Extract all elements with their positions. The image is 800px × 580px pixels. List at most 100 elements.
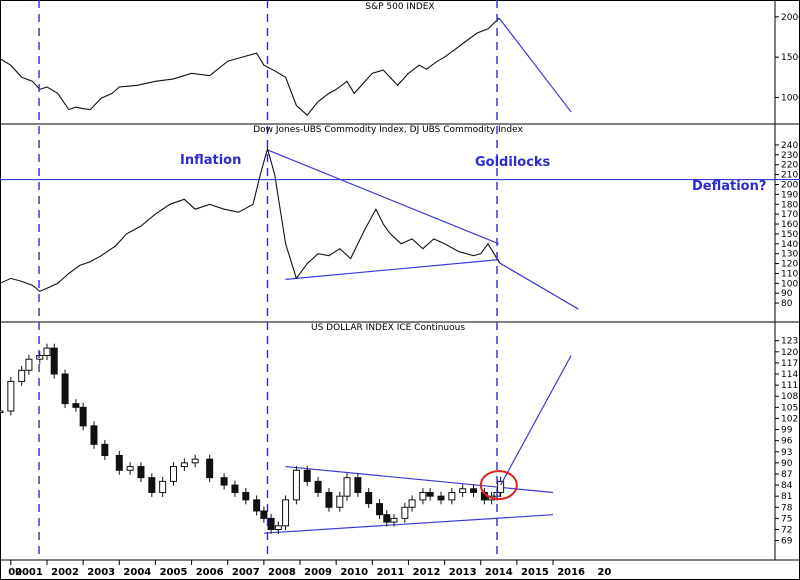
candle xyxy=(242,491,250,501)
y-tick-label: 180 xyxy=(781,200,798,210)
candle xyxy=(376,503,384,516)
y-tick-label: 96 xyxy=(781,437,793,447)
trendlines xyxy=(0,149,800,534)
candle xyxy=(282,499,290,527)
candle xyxy=(206,458,214,479)
series xyxy=(0,17,579,534)
candle xyxy=(267,517,275,530)
candle xyxy=(61,373,69,405)
candle xyxy=(25,358,33,371)
candle xyxy=(0,410,4,414)
candle xyxy=(43,347,51,357)
candle xyxy=(126,466,134,471)
candle xyxy=(470,488,478,493)
dollar-title: US DOLLAR INDEX ICE Continuous xyxy=(311,323,465,333)
candle xyxy=(72,403,80,408)
candle xyxy=(50,347,58,375)
sp500-title: S&P 500 INDEX xyxy=(365,2,434,12)
y-tick-label: 210 xyxy=(781,171,798,181)
sp500-line xyxy=(0,17,501,116)
y-tick-label: 69 xyxy=(781,537,793,547)
x-tick-label: 2009 xyxy=(304,567,332,578)
candle xyxy=(303,469,311,482)
y-tick-label: 78 xyxy=(781,503,793,513)
annotation-inflation: Inflation xyxy=(180,153,241,168)
candle xyxy=(390,517,398,523)
candle xyxy=(220,477,228,486)
candle xyxy=(148,477,156,493)
annotation-deflation: Deflation? xyxy=(692,179,766,194)
candle xyxy=(253,499,261,512)
y-tick-label: 130 xyxy=(781,250,798,260)
candle xyxy=(137,466,145,479)
candle xyxy=(170,466,178,482)
candle xyxy=(383,514,391,523)
y-tick-label: 100 xyxy=(781,279,798,289)
projection-line xyxy=(500,355,572,486)
candle xyxy=(101,443,109,456)
trendline xyxy=(263,514,554,534)
candle xyxy=(448,491,456,501)
candle xyxy=(419,491,427,501)
candle xyxy=(343,477,351,497)
vertical-markers xyxy=(38,0,498,560)
candle xyxy=(180,462,188,468)
y-tick-label: 90 xyxy=(781,289,793,299)
candle xyxy=(401,506,409,519)
candle xyxy=(7,380,15,412)
x-tick-label: 2004 xyxy=(123,567,151,578)
x-tick-label: 2003 xyxy=(87,567,115,578)
axes: 1000150020008090100110120130140150160170… xyxy=(8,13,800,578)
candle xyxy=(336,495,344,508)
candle xyxy=(36,355,44,360)
y-tick-label: 99 xyxy=(781,426,793,436)
x-tick-label: 2001 xyxy=(15,567,43,578)
y-tick-label: 80 xyxy=(781,299,793,309)
x-tick-label: 2014 xyxy=(485,567,513,578)
y-tick-label: 1500 xyxy=(781,53,800,63)
y-tick-label: 105 xyxy=(781,403,798,413)
y-tick-label: 114 xyxy=(781,370,798,380)
y-tick-label: 123 xyxy=(781,337,798,347)
candle xyxy=(497,480,505,493)
y-tick-label: 140 xyxy=(781,240,798,250)
x-tick-label: 2006 xyxy=(196,567,224,578)
candle xyxy=(79,406,87,427)
x-tick-label: 00 xyxy=(8,567,22,578)
y-tick-label: 111 xyxy=(781,381,798,391)
candle xyxy=(260,510,268,519)
candle xyxy=(292,469,300,501)
trendline xyxy=(285,259,499,280)
trendline xyxy=(285,465,554,494)
x-tick-label: 2010 xyxy=(340,567,368,578)
candle xyxy=(274,525,282,530)
y-tick-label: 72 xyxy=(781,525,792,535)
candle xyxy=(314,480,322,493)
candle xyxy=(325,491,333,508)
x-tick-label: 2013 xyxy=(449,567,477,578)
x-tick-label: 2016 xyxy=(557,567,585,578)
candle xyxy=(365,491,373,505)
commodity-line xyxy=(0,146,502,292)
x-tick-label: 2011 xyxy=(376,567,404,578)
y-tick-label: 120 xyxy=(781,260,798,270)
y-tick-label: 75 xyxy=(781,514,792,524)
candle xyxy=(459,488,467,493)
y-tick-label: 170 xyxy=(781,210,798,220)
y-tick-label: 120 xyxy=(781,348,798,358)
candle xyxy=(354,477,362,493)
y-tick-label: 190 xyxy=(781,190,798,200)
y-tick-label: 81 xyxy=(781,492,792,502)
y-tick-label: 87 xyxy=(781,470,792,480)
candle xyxy=(191,458,199,464)
candle xyxy=(115,454,123,471)
y-tick-label: 90 xyxy=(781,459,793,469)
candle xyxy=(159,480,167,493)
y-tick-label: 110 xyxy=(781,269,798,279)
projection-line xyxy=(500,263,579,310)
trendline xyxy=(267,149,500,245)
y-tick-label: 220 xyxy=(781,161,798,171)
y-tick-label: 230 xyxy=(781,151,798,161)
